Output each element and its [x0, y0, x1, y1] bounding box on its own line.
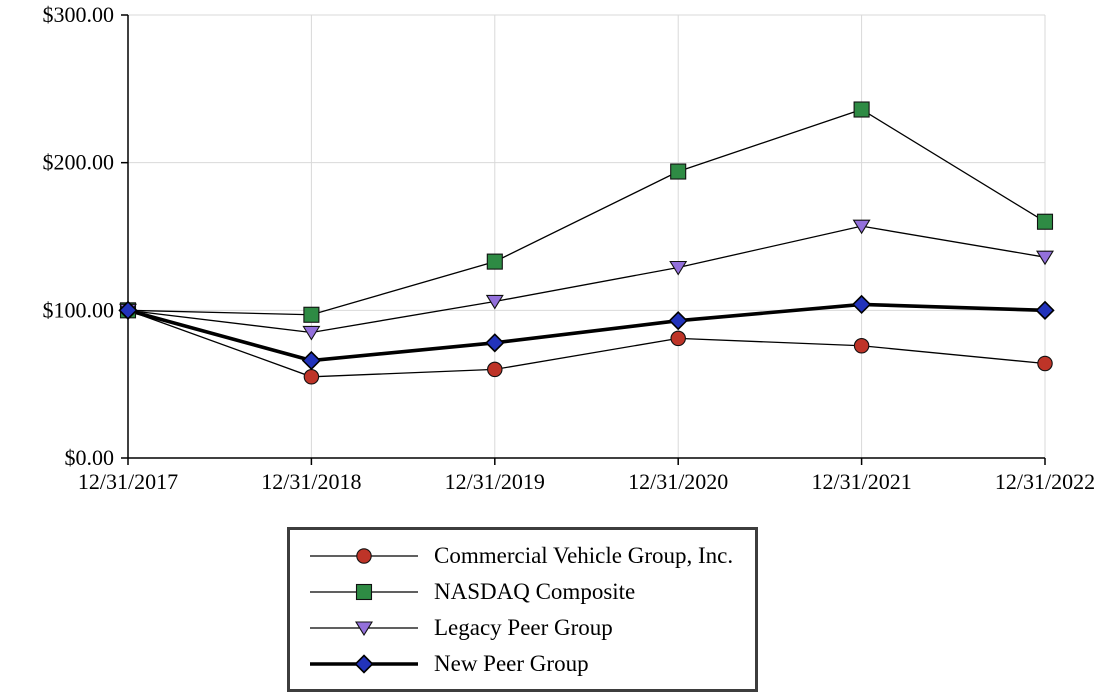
svg-text:12/31/2022: 12/31/2022 [995, 469, 1095, 494]
performance-line-chart: $0.00 $100.00 $200.00 $300.00 12/31/2017 12/3… [43, 2, 1096, 494]
svg-text:$200.00: $200.00 [43, 150, 115, 175]
diamond-marker-icon [310, 653, 418, 674]
svg-text:$300.00: $300.00 [43, 2, 115, 27]
svg-text:12/31/2019: 12/31/2019 [445, 469, 545, 494]
svg-text:$0.00: $0.00 [65, 445, 115, 470]
legend-item: Commercial Vehicle Group, Inc. [304, 540, 733, 571]
square-marker-icon [310, 583, 418, 600]
svg-text:$100.00: $100.00 [43, 297, 115, 322]
svg-text:12/31/2020: 12/31/2020 [628, 469, 728, 494]
svg-text:12/31/2017: 12/31/2017 [78, 469, 178, 494]
svg-text:12/31/2018: 12/31/2018 [261, 469, 361, 494]
svg-text:12/31/2021: 12/31/2021 [811, 469, 911, 494]
legend-label: NASDAQ Composite [434, 578, 636, 604]
legend-item: Legacy Peer Group [304, 612, 733, 643]
legend-label: New Peer Group [434, 650, 589, 676]
legend: Commercial Vehicle Group, Inc. NASDAQ Co… [287, 527, 759, 692]
triangle-marker-icon [310, 620, 418, 636]
legend-item: New Peer Group [304, 648, 733, 679]
legend-item: NASDAQ Composite [304, 576, 733, 607]
circle-marker-icon [310, 547, 418, 564]
legend-label: Commercial Vehicle Group, Inc. [434, 542, 734, 568]
legend-label: Legacy Peer Group [434, 614, 613, 640]
